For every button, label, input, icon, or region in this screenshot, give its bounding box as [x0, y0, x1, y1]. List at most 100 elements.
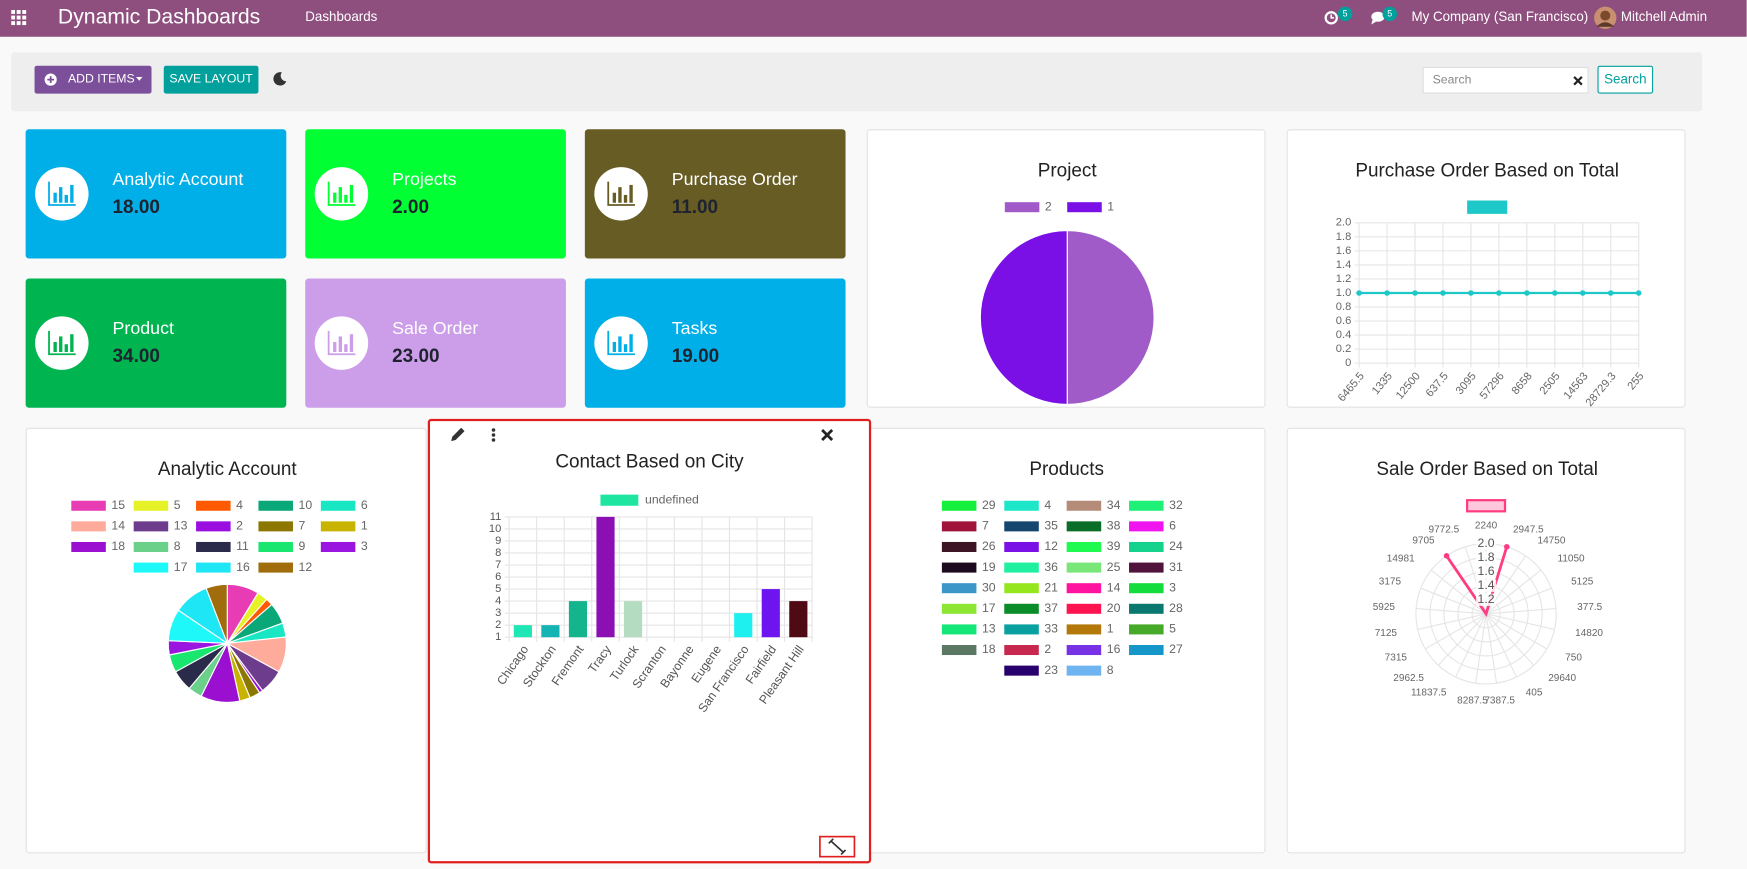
point	[1579, 290, 1586, 296]
legend-swatch	[1004, 645, 1039, 656]
edit-icon[interactable]	[451, 427, 465, 442]
legend-swatch	[1129, 500, 1164, 511]
point	[1443, 553, 1450, 559]
close-icon[interactable]	[821, 429, 834, 442]
legend-label: 36	[1044, 560, 1058, 574]
r-tick-label: 1.4	[1478, 578, 1495, 592]
y-tick-label: 5	[495, 583, 501, 595]
menu-item[interactable]: Dashboards	[305, 8, 378, 25]
more-icon[interactable]	[491, 428, 496, 442]
stat-tile[interactable]: Tasks 19.00	[584, 278, 846, 408]
legend-label: 6	[361, 498, 368, 512]
legend-swatch	[196, 541, 231, 552]
legend-label: 14	[111, 519, 125, 533]
tile-title: Analytic Account	[112, 170, 244, 190]
grid-spoke	[1486, 608, 1557, 615]
icon-axis	[607, 330, 635, 356]
icon-bar	[612, 192, 617, 203]
icon-bar	[70, 334, 74, 353]
x-tick-label: 1335	[1370, 370, 1395, 397]
angular-label: 14820	[1575, 628, 1603, 639]
add-items-button[interactable]: ADD ITEMS	[34, 65, 152, 94]
legend-label: 15	[111, 498, 125, 512]
legend-swatch	[1129, 624, 1164, 635]
grid-spoke	[1485, 613, 1518, 678]
save-layout-button[interactable]: SAVE LAYOUT	[163, 65, 259, 94]
activity-badge: 5	[1337, 6, 1353, 22]
resize-handle[interactable]	[819, 835, 856, 858]
x-tick-label: 255	[1625, 370, 1646, 392]
clear-icon[interactable]	[1573, 76, 1583, 86]
point	[1384, 290, 1390, 296]
legend-label: 4	[1044, 498, 1051, 512]
icon-bar	[333, 341, 337, 353]
legend-swatch	[941, 562, 977, 573]
tick-bg	[1476, 537, 1497, 550]
legend-swatch	[1066, 603, 1102, 614]
angular-label: 9772.5	[1429, 524, 1460, 535]
legend-swatch	[1129, 521, 1164, 532]
search-input[interactable]: Search	[1422, 66, 1589, 94]
r-tick-label: 1.8	[1478, 550, 1495, 564]
add-items-label: ADD ITEMS	[67, 72, 135, 86]
y-tick-label: 1.0	[1336, 287, 1351, 299]
y-tick-label: 3	[495, 607, 501, 619]
bar	[734, 613, 753, 638]
legend-swatch	[320, 541, 356, 552]
stat-tile[interactable]: Sale Order 23.00	[305, 278, 566, 408]
company-switcher[interactable]: My Company (San Francisco)	[1411, 8, 1589, 25]
theme-toggle[interactable]	[272, 71, 288, 87]
chart-card-selected[interactable]: Contact Based on City 1 2 3 4 5 6 7 8 9 10 11 undefi…	[427, 418, 872, 864]
apps-icon[interactable]	[11, 10, 27, 26]
icon-bar	[333, 192, 337, 203]
resize-icon	[828, 838, 847, 856]
y-tick-label: 7	[495, 559, 501, 571]
point	[1468, 290, 1474, 296]
grid-spoke	[1485, 613, 1555, 630]
grid-spoke	[1485, 569, 1542, 615]
search-button[interactable]: Search	[1597, 65, 1654, 94]
stat-tile[interactable]: Projects 2.00	[305, 129, 566, 259]
bar	[761, 589, 780, 638]
stat-tile[interactable]: Product 34.00	[25, 278, 287, 408]
icon-axis	[327, 330, 356, 356]
stat-tile[interactable]: Analytic Account 18.00	[25, 129, 287, 259]
grid-spoke	[1455, 613, 1487, 678]
legend-label: 8	[1107, 663, 1114, 677]
chart-title: Project	[1038, 161, 1098, 182]
icon-bar	[349, 334, 354, 353]
legend-swatch	[1467, 200, 1508, 214]
bar	[789, 601, 808, 638]
angular-label: 11837.5	[1411, 688, 1447, 699]
user-avatar[interactable]	[1593, 6, 1618, 31]
angular-label: 2947.5	[1513, 524, 1544, 535]
point	[1356, 290, 1362, 296]
x-tick-label: 3095	[1454, 370, 1479, 397]
legend-label: 34	[1107, 498, 1121, 512]
bar	[513, 625, 532, 638]
legend-label: 12	[1044, 539, 1058, 553]
legend-label: 3	[361, 539, 368, 553]
icon-bar	[64, 194, 68, 203]
y-tick-label: 0.4	[1336, 329, 1351, 341]
tile-title: Purchase Order	[671, 170, 798, 190]
grid-spoke	[1420, 587, 1487, 615]
legend-swatch	[133, 541, 169, 552]
activity-icon[interactable]	[1323, 10, 1339, 26]
legend-label: 26	[982, 539, 996, 553]
user-name[interactable]: Mitchell Admin	[1620, 8, 1708, 25]
tile-icon	[594, 316, 648, 370]
y-tick-label: 6	[495, 571, 501, 583]
stat-tile[interactable]: Purchase Order 11.00	[584, 129, 846, 259]
legend-label: 16	[1107, 642, 1121, 656]
y-tick-label: 0	[1345, 357, 1351, 369]
messages-icon[interactable]	[1369, 10, 1387, 26]
icon-axis	[607, 181, 635, 206]
legend-label: 12	[299, 560, 313, 574]
y-tick-label: 1.2	[1336, 273, 1351, 285]
icon-bar	[338, 336, 342, 353]
legend-swatch	[941, 645, 977, 656]
pie-slice	[1066, 230, 1155, 405]
legend-swatch	[1466, 499, 1507, 513]
